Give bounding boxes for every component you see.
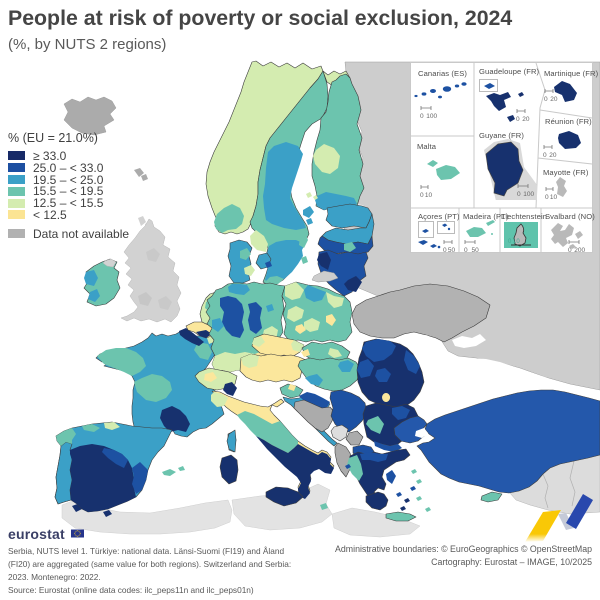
- svg-text:0 100: 0 100: [517, 191, 534, 198]
- svg-text:0 200: 0 200: [568, 247, 585, 254]
- svg-text:0 10: 0 10: [420, 192, 433, 199]
- svg-text:0 10: 0 10: [508, 239, 520, 245]
- svg-text:0 50: 0 50: [464, 247, 479, 254]
- svg-text:0 10: 0 10: [545, 194, 558, 201]
- svg-text:0 50: 0 50: [443, 247, 456, 254]
- svg-text:0 100: 0 100: [420, 113, 437, 120]
- svg-text:0 20: 0 20: [544, 96, 558, 103]
- svg-text:0 20: 0 20: [516, 116, 530, 123]
- svg-text:0 20: 0 20: [543, 152, 557, 159]
